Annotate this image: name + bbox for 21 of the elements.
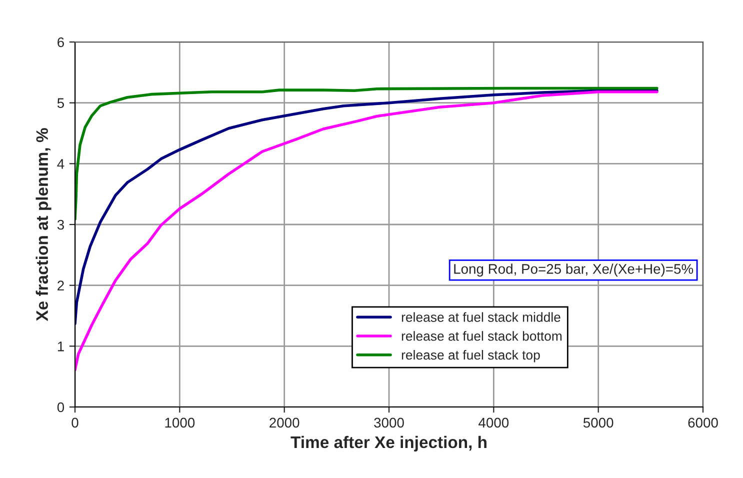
y-tick-label: 0 [57,402,64,412]
y-tick-label: 3 [57,220,64,230]
y-tick-label: 2 [58,280,64,290]
x-tick-label: 0 [72,418,78,428]
line-series [75,86,658,220]
legend-label: release at fuel stack bottom [402,331,562,341]
y-tick-label: 4 [57,159,64,169]
x-tick-label: 5000 [583,418,614,428]
y-tick-label: 5 [57,98,64,108]
y-axis-title: Xe fraction at plenum, % [36,128,52,322]
y-tick-label: 6 [58,37,64,48]
x-tick-label: 4000 [478,418,509,428]
annotation: Long Rod, Po=25 bar, Xe/(Xe+He)=5% [454,264,694,277]
x-tick-label: 1000 [165,418,195,428]
y-tick-label: 1 [58,342,64,352]
x-tick-label: 2000 [270,418,300,428]
x-tick-label: 6000 [688,418,718,428]
x-tick-label: 3000 [374,418,404,428]
legend-label: release at fuel stack middle [402,312,560,322]
legend-label: release at fuel stack top [402,350,540,362]
x-axis-title: Time after Xe injection, h [290,436,486,452]
